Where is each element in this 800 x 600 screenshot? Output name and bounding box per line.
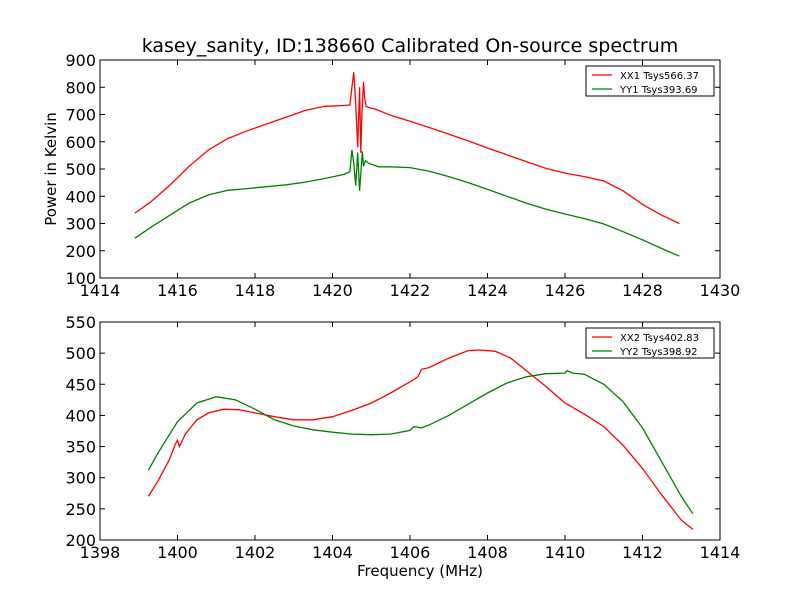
y-tick-label: 550 — [65, 313, 96, 332]
y-tick-label: 700 — [65, 106, 96, 125]
y-tick-label: 500 — [65, 344, 96, 363]
y-tick-label: 600 — [65, 133, 96, 152]
x-tick-label: 1430 — [700, 281, 741, 300]
x-tick-label: 1416 — [157, 281, 198, 300]
y-tick-label: 500 — [65, 160, 96, 179]
x-tick-label: 1402 — [235, 543, 276, 562]
legend-label: XX1 Tsys566.37 — [620, 71, 699, 82]
x-tick-label: 1420 — [312, 281, 353, 300]
y-tick-label: 250 — [65, 500, 96, 519]
legend-box — [585, 65, 715, 97]
x-tick-label: 1406 — [390, 543, 431, 562]
panel-1: 1414 1416 1418 1420 1422 1424 1426 1428 1430 100 2… — [42, 51, 740, 300]
legend-label: YY1 Tsys393.69 — [619, 85, 698, 96]
x-axis-title: Frequency (MHz) — [357, 562, 483, 580]
legend: XX2 Tsys402.83 YY2 Tsys398.92 — [585, 327, 715, 359]
panel-2: 1398 1400 1402 1404 1406 1408 1410 1412 1414 200 2… — [65, 313, 740, 580]
y-tick-label: 100 — [65, 269, 96, 288]
y-tick-label: 900 — [65, 51, 96, 70]
series-line-1-1 — [134, 72, 680, 225]
plot-area-group: 1414 1416 1418 1420 1422 1424 1426 1428 1430 100 2… — [42, 51, 740, 580]
x-tick-label: 1428 — [622, 281, 663, 300]
x-tick-label: 1414 — [700, 543, 741, 562]
chart-title: kasey_sanity, ID:138660 Calibrated On-so… — [142, 35, 679, 57]
x-tick-label: 1412 — [622, 543, 663, 562]
x-tick-label: 1422 — [390, 281, 431, 300]
legend-label: YY2 Tsys398.92 — [619, 347, 698, 358]
legend-label: XX2 Tsys402.83 — [620, 333, 699, 344]
x-tick-label: 1408 — [467, 543, 508, 562]
y-tick-label: 800 — [65, 78, 96, 97]
y-tick-label: 400 — [65, 406, 96, 425]
series-line-1-2 — [134, 149, 680, 257]
x-tick-label: 1398 — [80, 543, 121, 562]
y-tick-label: 450 — [65, 375, 96, 394]
y-tick-label: 200 — [65, 242, 96, 261]
legend: XX1 Tsys566.37 YY1 Tsys393.69 — [585, 65, 715, 97]
y-axis-title: Power in Kelvin — [42, 112, 60, 226]
series-line-2-2 — [147, 369, 694, 515]
legend-box — [585, 327, 715, 359]
x-tick-label: 1424 — [467, 281, 508, 300]
x-tick-label: 1404 — [312, 543, 353, 562]
y-tick-label: 300 — [65, 215, 96, 234]
y-tick-label: 200 — [65, 531, 96, 550]
x-tick-label: 1410 — [545, 543, 586, 562]
y-tick-label: 350 — [65, 438, 96, 457]
x-tick-label: 1418 — [235, 281, 276, 300]
y-tick-label: 400 — [65, 187, 96, 206]
x-tick-label: 1400 — [157, 543, 198, 562]
x-tick-label: 1414 — [80, 281, 121, 300]
y-tick-label: 300 — [65, 469, 96, 488]
x-tick-label: 1426 — [545, 281, 586, 300]
series-line-2-1 — [147, 349, 694, 530]
